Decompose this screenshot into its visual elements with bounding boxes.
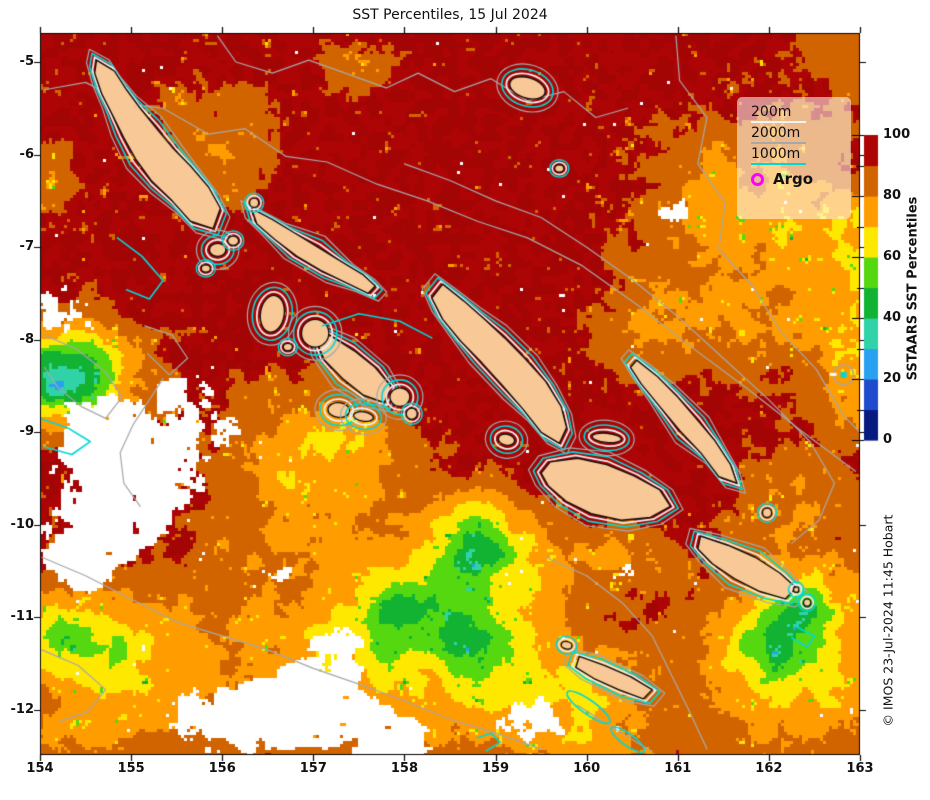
legend-entry-argo: Argo (751, 170, 851, 188)
contour-1000m-line-sample (751, 163, 806, 165)
x-axis-tick-label: 159 (481, 761, 510, 776)
colorbar-tick-label: 60 (883, 249, 902, 264)
x-axis-tick-label: 156 (208, 761, 236, 776)
colorbar-tick-label: 40 (883, 310, 902, 325)
colorbar-tick-label: 100 (883, 127, 911, 142)
y-axis-tick-label: -8 (19, 331, 34, 347)
x-axis-tick-label: 154 (26, 761, 54, 776)
argo-marker-icon (751, 172, 764, 186)
copyright-text: © IMOS 23-Jul-2024 11:45 Hobart (880, 514, 896, 727)
legend-label-1000m: 1000m (751, 146, 801, 162)
x-axis-tick-label: 160 (573, 761, 601, 776)
legend-label-2000m: 2000m (751, 125, 801, 141)
legend-label-200m: 200m (751, 104, 792, 120)
colorbar-tick-label: 0 (883, 432, 893, 447)
y-axis-tick-label: -7 (19, 239, 34, 255)
chart-title: SST Percentiles, 15 Jul 2024 (352, 7, 548, 23)
y-axis-tick-label: -12 (10, 701, 35, 717)
x-axis-tick-label: 162 (755, 761, 783, 776)
legend-entry-200m: 200m (751, 104, 851, 123)
x-axis-tick-label: 157 (299, 761, 327, 776)
x-axis-tick-label: 158 (390, 761, 418, 776)
contour-2000m-line-sample (751, 142, 806, 144)
x-axis-tick-label: 163 (846, 761, 874, 776)
legend-label-argo: Argo (773, 170, 814, 188)
map-legend: 200m 2000m 1000m Argo (737, 97, 851, 219)
legend-entry-1000m: 1000m (751, 146, 851, 165)
y-axis-tick-label: -10 (10, 516, 35, 532)
y-axis-tick-label: -11 (10, 609, 35, 625)
colorbar-title: SSTAARS SST Percentiles (905, 196, 921, 381)
colorbar-tick-label: 20 (883, 371, 902, 386)
legend-entry-2000m: 2000m (751, 125, 851, 144)
colorbar-tick-label: 80 (883, 188, 902, 203)
y-axis-tick-label: -5 (19, 54, 34, 69)
contour-200m-line-sample (751, 121, 806, 123)
y-axis-tick-label: -9 (19, 424, 34, 440)
x-axis-tick-label: 155 (117, 761, 145, 776)
x-axis-tick-label: 161 (664, 761, 692, 776)
y-axis-tick-label: -6 (19, 146, 34, 162)
